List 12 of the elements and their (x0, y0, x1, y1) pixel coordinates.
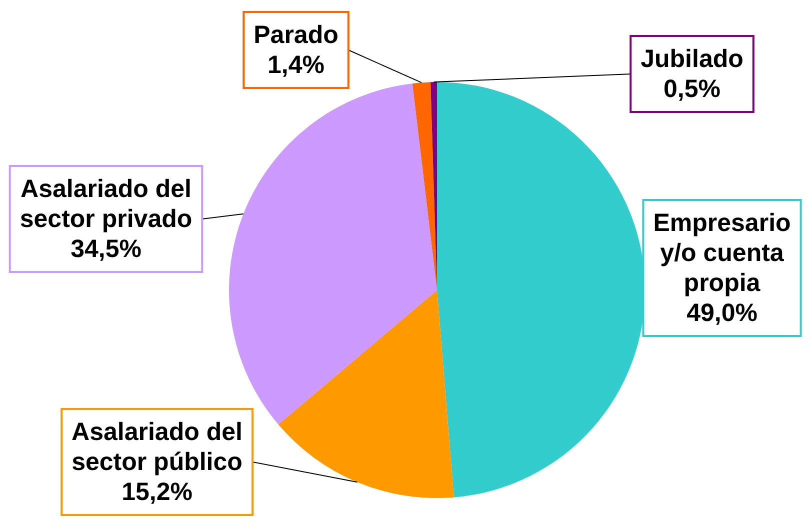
data-label: 15,2% (122, 478, 192, 506)
slice-label: Asalariado del sector privado (20, 175, 192, 233)
data-label: 1,4% (268, 51, 324, 79)
slice-label: Parado (254, 21, 338, 49)
data-label: 34,5% (70, 235, 142, 263)
pie-slice (278, 290, 454, 498)
data-label: 49,0% (686, 299, 758, 327)
pie-slice (412, 82, 437, 290)
slice-label: Jubilado (640, 45, 744, 73)
slice-label: Asalariado del sector público (72, 418, 242, 476)
slice-label: Empresario y/o cuenta propia (653, 209, 791, 297)
data-label: 0,5% (664, 75, 720, 103)
